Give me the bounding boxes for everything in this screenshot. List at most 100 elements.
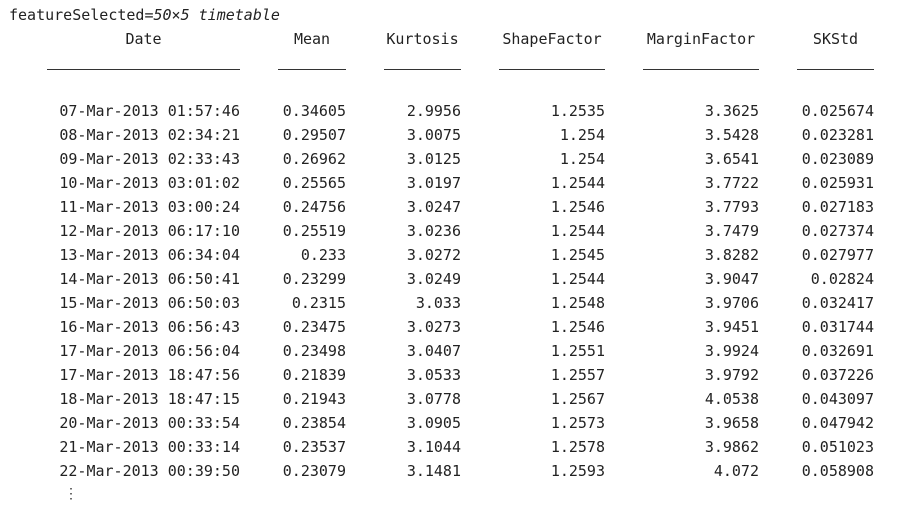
cell-kurtosis: 2.9956 [406, 102, 461, 120]
header-underline-date [47, 69, 240, 70]
cell-date: 11-Mar-2013 03:00:24 [59, 198, 240, 216]
cell-skstd: 0.02824 [810, 270, 874, 288]
cell-kurtosis: 3.1481 [406, 462, 461, 480]
cell-shapefactor: 1.2573 [550, 414, 605, 432]
cell-date: 13-Mar-2013 06:34:04 [59, 246, 240, 264]
cell-kurtosis: 3.1044 [406, 438, 461, 456]
cell-skstd: 0.032417 [801, 294, 874, 312]
header-underline-mean [278, 69, 346, 70]
cell-skstd: 0.025674 [801, 102, 874, 120]
cell-marginfactor: 3.7479 [704, 222, 759, 240]
cell-marginfactor: 4.072 [713, 462, 759, 480]
cell-kurtosis: 3.0407 [406, 342, 461, 360]
variable-name: featureSelected [9, 6, 145, 24]
cell-kurtosis: 3.0236 [406, 222, 461, 240]
cell-skstd: 0.051023 [801, 438, 874, 456]
cell-mean: 0.25519 [282, 222, 346, 240]
cell-skstd: 0.043097 [801, 390, 874, 408]
cell-marginfactor: 3.6541 [704, 150, 759, 168]
cell-marginfactor: 3.9706 [704, 294, 759, 312]
cell-date: 09-Mar-2013 02:33:43 [59, 150, 240, 168]
cell-kurtosis: 3.0125 [406, 150, 461, 168]
cell-skstd: 0.058908 [801, 462, 874, 480]
cell-marginfactor: 3.9451 [704, 318, 759, 336]
cell-shapefactor: 1.2548 [550, 294, 605, 312]
cell-date: 17-Mar-2013 06:56:04 [59, 342, 240, 360]
truncation-ellipsis: ⋮ [64, 486, 78, 502]
cell-marginfactor: 3.5428 [704, 126, 759, 144]
column-header-kurtosis: Kurtosis [386, 30, 459, 48]
cell-shapefactor: 1.2567 [550, 390, 605, 408]
cell-marginfactor: 3.3625 [704, 102, 759, 120]
cell-marginfactor: 3.9047 [704, 270, 759, 288]
cell-skstd: 0.037226 [801, 366, 874, 384]
cell-shapefactor: 1.2544 [550, 174, 605, 192]
cell-kurtosis: 3.0075 [406, 126, 461, 144]
cell-skstd: 0.027977 [801, 246, 874, 264]
cell-skstd: 0.031744 [801, 318, 874, 336]
cell-marginfactor: 3.8282 [704, 246, 759, 264]
cell-shapefactor: 1.2545 [550, 246, 605, 264]
cell-shapefactor: 1.2593 [550, 462, 605, 480]
cell-mean: 0.23079 [282, 462, 346, 480]
cell-kurtosis: 3.0905 [406, 414, 461, 432]
variable-display-title: featureSelected=50×5 timetable [9, 5, 280, 25]
cell-kurtosis: 3.0247 [406, 198, 461, 216]
cell-shapefactor: 1.2578 [550, 438, 605, 456]
cell-mean: 0.23299 [282, 270, 346, 288]
cell-marginfactor: 3.9792 [704, 366, 759, 384]
cell-date: 21-Mar-2013 00:33:14 [59, 438, 240, 456]
cell-shapefactor: 1.2535 [550, 102, 605, 120]
cell-date: 18-Mar-2013 18:47:15 [59, 390, 240, 408]
variable-size-type: 50×5 timetable [153, 6, 280, 24]
column-header-date: Date [125, 30, 162, 48]
cell-mean: 0.34605 [282, 102, 346, 120]
cell-mean: 0.24756 [282, 198, 346, 216]
cell-date: 07-Mar-2013 01:57:46 [59, 102, 240, 120]
cell-marginfactor: 3.9658 [704, 414, 759, 432]
cell-mean: 0.23475 [282, 318, 346, 336]
cell-mean: 0.21839 [282, 366, 346, 384]
cell-date: 10-Mar-2013 03:01:02 [59, 174, 240, 192]
cell-kurtosis: 3.0273 [406, 318, 461, 336]
cell-skstd: 0.025931 [801, 174, 874, 192]
cell-skstd: 0.047942 [801, 414, 874, 432]
cell-date: 08-Mar-2013 02:34:21 [59, 126, 240, 144]
cell-marginfactor: 3.7793 [704, 198, 759, 216]
column-header-mean: Mean [293, 30, 331, 48]
cell-mean: 0.25565 [282, 174, 346, 192]
cell-date: 16-Mar-2013 06:56:43 [59, 318, 240, 336]
cell-kurtosis: 3.0197 [406, 174, 461, 192]
cell-kurtosis: 3.0272 [406, 246, 461, 264]
cell-date: 20-Mar-2013 00:33:54 [59, 414, 240, 432]
cell-marginfactor: 3.9924 [704, 342, 759, 360]
cell-shapefactor: 1.2544 [550, 270, 605, 288]
cell-skstd: 0.027183 [801, 198, 874, 216]
cell-shapefactor: 1.2557 [550, 366, 605, 384]
cell-shapefactor: 1.2551 [550, 342, 605, 360]
cell-marginfactor: 3.9862 [704, 438, 759, 456]
cell-kurtosis: 3.0533 [406, 366, 461, 384]
cell-mean: 0.23537 [282, 438, 346, 456]
cell-kurtosis: 3.0778 [406, 390, 461, 408]
cell-shapefactor: 1.254 [559, 126, 605, 144]
cell-skstd: 0.023089 [801, 150, 874, 168]
cell-shapefactor: 1.2546 [550, 318, 605, 336]
cell-kurtosis: 3.033 [415, 294, 461, 312]
cell-date: 22-Mar-2013 00:39:50 [59, 462, 240, 480]
cell-skstd: 0.032691 [801, 342, 874, 360]
cell-mean: 0.23854 [282, 414, 346, 432]
cell-shapefactor: 1.254 [559, 150, 605, 168]
cell-date: 12-Mar-2013 06:17:10 [59, 222, 240, 240]
column-header-skstd: SKStd [812, 30, 859, 48]
cell-skstd: 0.023281 [801, 126, 874, 144]
header-underline-kurtosis [384, 69, 461, 70]
cell-mean: 0.2315 [291, 294, 346, 312]
equals-sign: = [144, 6, 154, 24]
cell-shapefactor: 1.2544 [550, 222, 605, 240]
column-header-marginfactor: MarginFactor [646, 30, 756, 48]
cell-marginfactor: 4.0538 [704, 390, 759, 408]
header-underline-shapefactor [499, 69, 605, 70]
cell-marginfactor: 3.7722 [704, 174, 759, 192]
